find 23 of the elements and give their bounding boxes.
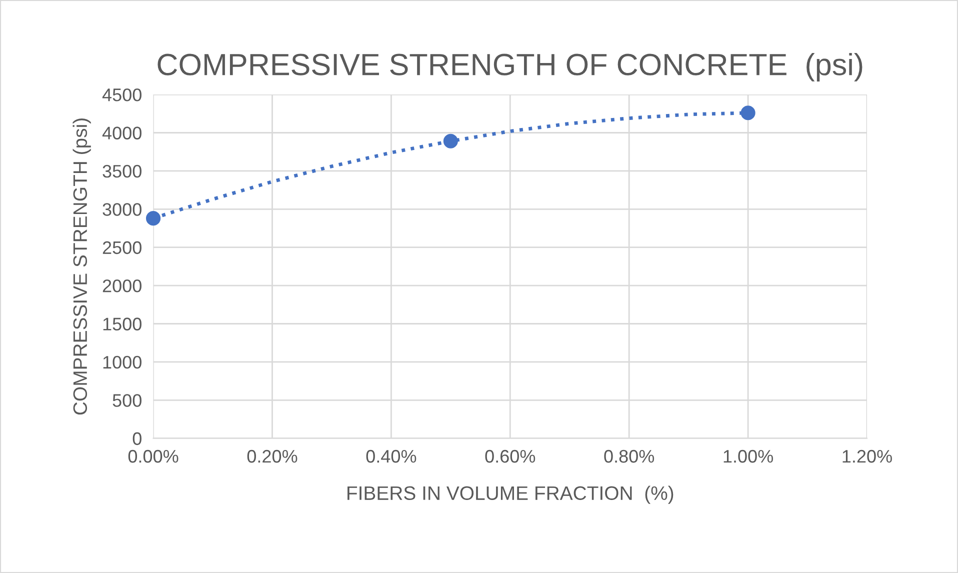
x-tick-label: 0.60% — [485, 450, 536, 463]
x-tick-label: 0.40% — [366, 450, 416, 463]
y-tick-label: 3500 — [102, 164, 142, 178]
y-tick-label: 4500 — [102, 88, 142, 102]
y-tick-label: 4000 — [102, 126, 142, 140]
y-tick-label: 500 — [112, 394, 142, 407]
chart-title: COMPRESSIVE STRENGTH OF CONCRETE (psi) — [158, 52, 862, 82]
y-tick-label: 2000 — [102, 279, 142, 292]
x-tick-label: 0.20% — [247, 450, 298, 463]
x-tick-label: 0.80% — [604, 450, 654, 463]
y-tick-label: 2500 — [102, 241, 142, 254]
x-tick-label: 1.20% — [842, 450, 892, 463]
y-tick-label: 0 — [132, 432, 142, 446]
y-tick-label: 3000 — [102, 203, 142, 216]
y-axis-title: COMPRESSIVE STRENGTH (psi) — [72, 118, 91, 415]
point — [443, 134, 458, 148]
point — [146, 211, 161, 226]
x-tick-label: 0.00% — [128, 450, 178, 463]
y-tick-label: 1000 — [103, 356, 142, 369]
x-axis-title: FIBERS IN VOLUME FRACTION (%) — [348, 486, 674, 504]
x-tick-label: 1.00% — [724, 450, 773, 463]
y-tick-label: 1500 — [103, 318, 142, 330]
point — [740, 106, 756, 120]
